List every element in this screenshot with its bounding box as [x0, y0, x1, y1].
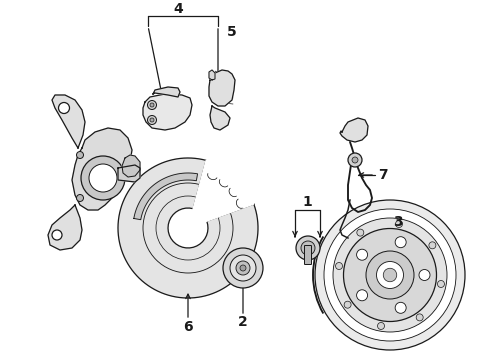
Text: 7: 7 — [378, 168, 388, 182]
Circle shape — [333, 218, 447, 332]
Circle shape — [230, 255, 256, 281]
Circle shape — [296, 236, 320, 260]
Circle shape — [357, 249, 368, 260]
Polygon shape — [52, 95, 85, 148]
Circle shape — [81, 156, 125, 200]
Circle shape — [150, 118, 154, 122]
Polygon shape — [153, 87, 180, 97]
Circle shape — [366, 251, 414, 299]
Circle shape — [76, 194, 83, 202]
Circle shape — [336, 262, 343, 270]
Polygon shape — [209, 70, 235, 106]
Circle shape — [236, 261, 250, 275]
Text: 2: 2 — [238, 315, 248, 329]
Polygon shape — [210, 106, 230, 130]
Circle shape — [377, 323, 385, 329]
Polygon shape — [340, 118, 368, 142]
Circle shape — [395, 302, 406, 313]
Circle shape — [395, 237, 406, 248]
Text: 3: 3 — [393, 215, 403, 229]
Circle shape — [301, 241, 315, 255]
Circle shape — [76, 152, 83, 158]
Polygon shape — [118, 158, 258, 298]
Polygon shape — [122, 155, 140, 177]
Circle shape — [419, 270, 430, 280]
FancyBboxPatch shape — [304, 246, 312, 265]
Polygon shape — [48, 205, 82, 250]
Circle shape — [429, 242, 436, 249]
Circle shape — [416, 314, 423, 321]
Circle shape — [357, 229, 364, 236]
Circle shape — [352, 157, 358, 163]
Circle shape — [438, 280, 444, 288]
Circle shape — [147, 116, 156, 125]
Circle shape — [376, 261, 403, 288]
Polygon shape — [209, 70, 215, 80]
Circle shape — [223, 248, 263, 288]
Circle shape — [324, 209, 456, 341]
Circle shape — [315, 200, 465, 350]
Circle shape — [395, 221, 402, 228]
Circle shape — [147, 100, 156, 109]
Polygon shape — [188, 161, 254, 228]
Circle shape — [348, 153, 362, 167]
Polygon shape — [134, 173, 197, 220]
Circle shape — [52, 230, 62, 240]
Circle shape — [357, 290, 368, 301]
Circle shape — [343, 229, 437, 321]
Circle shape — [344, 301, 351, 308]
Text: 1: 1 — [302, 195, 312, 209]
Circle shape — [240, 265, 246, 271]
Text: 5: 5 — [227, 25, 237, 39]
Text: 6: 6 — [183, 320, 193, 334]
Polygon shape — [72, 128, 132, 210]
Circle shape — [150, 103, 154, 107]
Polygon shape — [143, 94, 192, 130]
Circle shape — [89, 164, 117, 192]
Circle shape — [383, 268, 397, 282]
Polygon shape — [118, 165, 140, 182]
Text: 4: 4 — [173, 2, 183, 16]
Circle shape — [58, 103, 70, 113]
